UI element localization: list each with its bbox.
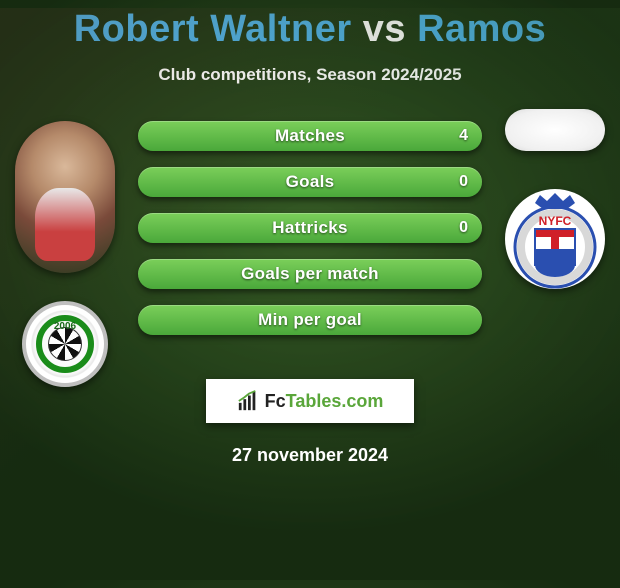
stat-label: Min per goal — [258, 310, 362, 330]
brand-suffix: Tables.com — [286, 391, 384, 411]
brand-text: FcTables.com — [265, 391, 384, 412]
left-column — [10, 121, 120, 387]
stat-value-right: 0 — [459, 173, 468, 191]
stat-label: Matches — [275, 126, 345, 146]
stat-label: Goals per match — [241, 264, 379, 284]
stat-bar-hattricks: Hattricks 0 — [138, 213, 482, 243]
player2-photo-placeholder — [505, 109, 605, 151]
stat-value-right: 4 — [459, 127, 468, 145]
stat-label: Goals — [286, 172, 335, 192]
player2-club-badge: NYFC — [505, 189, 605, 289]
soccer-ball-icon — [48, 327, 82, 361]
date-label: 27 november 2024 — [0, 445, 620, 466]
player2-name: Ramos — [417, 8, 546, 50]
stat-bar-matches: Matches 4 — [138, 121, 482, 151]
vs-label: vs — [363, 8, 406, 50]
stat-value-right: 0 — [459, 219, 468, 237]
stat-bar-goals-per-match: Goals per match — [138, 259, 482, 289]
player1-photo — [15, 121, 115, 273]
shield-crest-icon: NYFC — [505, 189, 605, 289]
stat-label: Hattricks — [272, 218, 347, 238]
player1-name: Robert Waltner — [74, 8, 352, 50]
right-column: NYFC — [500, 109, 610, 289]
chart-bars-icon — [237, 390, 259, 412]
main-content: NYFC Matches 4 Goals 0 Hattricks 0 Goals… — [0, 121, 620, 466]
brand-prefix: Fc — [265, 391, 286, 411]
player1-club-badge — [22, 301, 108, 387]
brand-box: FcTables.com — [206, 379, 414, 423]
stat-bar-goals: Goals 0 — [138, 167, 482, 197]
subtitle: Club competitions, Season 2024/2025 — [0, 65, 620, 85]
svg-text:NYFC: NYFC — [539, 214, 572, 228]
page-title: Robert Waltner vs Ramos — [0, 8, 620, 51]
stat-bars: Matches 4 Goals 0 Hattricks 0 Goals per … — [138, 121, 482, 335]
stat-bar-min-per-goal: Min per goal — [138, 305, 482, 335]
